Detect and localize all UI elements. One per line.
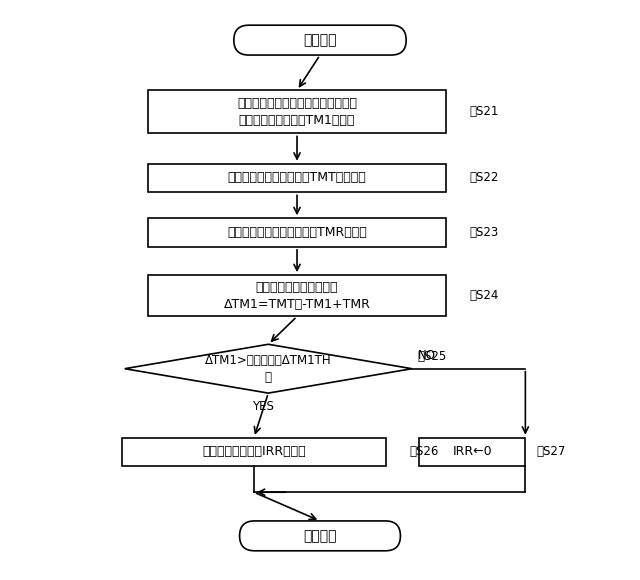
FancyBboxPatch shape xyxy=(234,25,406,55)
Text: ～S24: ～S24 xyxy=(469,289,499,302)
FancyBboxPatch shape xyxy=(148,90,446,133)
Text: リターン: リターン xyxy=(303,529,337,543)
Text: ピーク電流到達時間偏差
ΔTM1=TMTｒ-TM1+TMR: ピーク電流到達時間偏差 ΔTM1=TMTｒ-TM1+TMR xyxy=(223,281,371,311)
Text: YES: YES xyxy=(252,400,273,413)
FancyBboxPatch shape xyxy=(148,164,446,193)
Text: ～S25: ～S25 xyxy=(418,350,447,363)
Text: スタート: スタート xyxy=(303,33,337,47)
Polygon shape xyxy=(125,345,412,393)
Text: ～S23: ～S23 xyxy=(469,226,499,239)
Text: ～S27: ～S27 xyxy=(537,445,566,459)
Text: NO: NO xyxy=(418,349,436,362)
Text: ～S22: ～S22 xyxy=(469,172,499,184)
Text: ピーク電流補正値IRRを導出: ピーク電流補正値IRRを導出 xyxy=(202,445,306,459)
FancyBboxPatch shape xyxy=(148,275,446,317)
Text: ～S26: ～S26 xyxy=(409,445,438,459)
Text: ピーク電流到達時間補正値TMRを算出: ピーク電流到達時間補正値TMRを算出 xyxy=(227,226,367,239)
Text: ～S21: ～S21 xyxy=(469,106,499,118)
Text: ΔTM1>偏差判定値ΔTM1TH
？: ΔTM1>偏差判定値ΔTM1TH ？ xyxy=(205,354,332,384)
FancyBboxPatch shape xyxy=(122,438,386,466)
Text: 筒内噴射弁の前回の駆動時における
ピーク電流到達時間TM1を取得: 筒内噴射弁の前回の駆動時における ピーク電流到達時間TM1を取得 xyxy=(237,97,357,127)
FancyBboxPatch shape xyxy=(148,218,446,247)
Text: IRR←0: IRR←0 xyxy=(452,445,492,459)
Text: 目標ピーク電流到達時間TMTｒを算出: 目標ピーク電流到達時間TMTｒを算出 xyxy=(228,172,366,184)
FancyBboxPatch shape xyxy=(239,521,401,551)
FancyBboxPatch shape xyxy=(419,438,525,466)
